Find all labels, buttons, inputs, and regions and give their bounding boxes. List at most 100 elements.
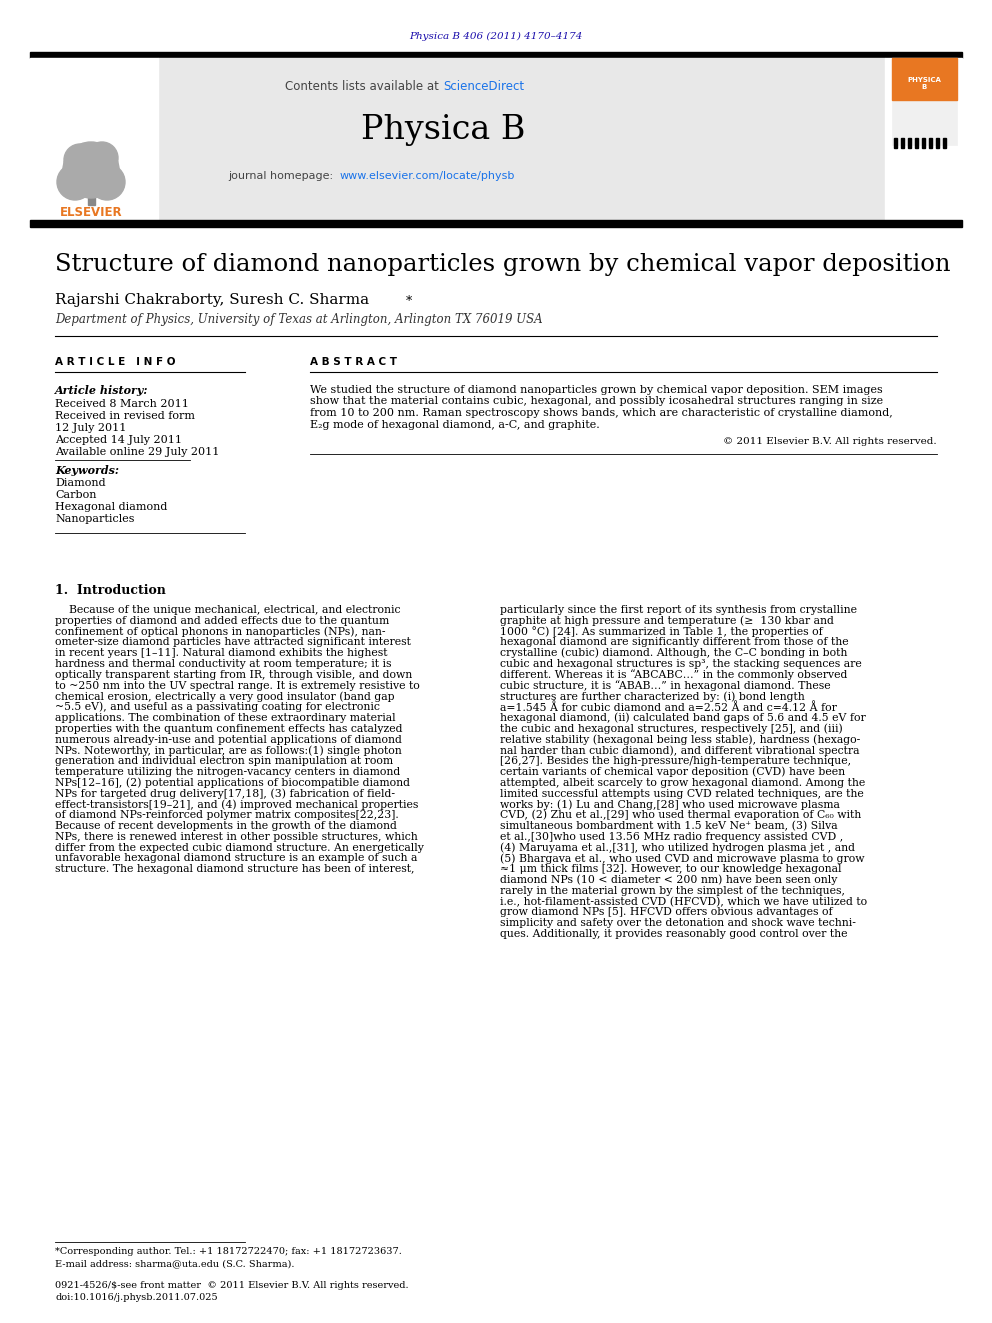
Bar	[894, 138, 897, 148]
Text: ELSEVIER: ELSEVIER	[60, 205, 122, 218]
Text: of diamond NPs-reinforced polymer matrix composites[22,23].: of diamond NPs-reinforced polymer matrix…	[55, 810, 399, 820]
Circle shape	[64, 144, 96, 176]
Text: Rajarshi Chakraborty, Suresh C. Sharma: Rajarshi Chakraborty, Suresh C. Sharma	[55, 292, 369, 307]
Text: cubic and hexagonal structures is sp³, the stacking sequences are: cubic and hexagonal structures is sp³, t…	[500, 659, 862, 669]
Text: different. Whereas it is “ABCABC…” in the commonly observed: different. Whereas it is “ABCABC…” in th…	[500, 669, 847, 680]
Text: particularly since the first report of its synthesis from crystalline: particularly since the first report of i…	[500, 605, 857, 615]
Text: applications. The combination of these extraordinary material: applications. The combination of these e…	[55, 713, 396, 722]
Text: effect-transistors[19–21], and (4) improved mechanical properties: effect-transistors[19–21], and (4) impro…	[55, 799, 419, 810]
Text: PHYSICA: PHYSICA	[907, 77, 941, 83]
Text: Available online 29 July 2011: Available online 29 July 2011	[55, 447, 219, 456]
Text: *Corresponding author. Tel.: +1 18172722470; fax: +1 18172723637.: *Corresponding author. Tel.: +1 18172722…	[55, 1248, 402, 1257]
Text: (4) Maruyama et al.,[31], who utilized hydrogen plasma jet , and: (4) Maruyama et al.,[31], who utilized h…	[500, 843, 855, 853]
Text: in recent years [1–11]. Natural diamond exhibits the highest: in recent years [1–11]. Natural diamond …	[55, 648, 388, 659]
Text: Hexagonal diamond: Hexagonal diamond	[55, 501, 168, 512]
Text: Physica B 406 (2011) 4170–4174: Physica B 406 (2011) 4170–4174	[410, 32, 582, 41]
Text: to ~250 nm into the UV spectral range. It is extremely resistive to: to ~250 nm into the UV spectral range. I…	[55, 680, 420, 691]
Text: We studied the structure of diamond nanoparticles grown by chemical vapor deposi: We studied the structure of diamond nano…	[310, 385, 883, 396]
Text: doi:10.1016/j.physb.2011.07.025: doi:10.1016/j.physb.2011.07.025	[55, 1293, 217, 1302]
Text: Received in revised form: Received in revised form	[55, 411, 195, 421]
Bar	[30, 58, 158, 220]
Text: CVD, (2) Zhu et al.,[29] who used thermal evaporation of C₆₀ with: CVD, (2) Zhu et al.,[29] who used therma…	[500, 810, 861, 820]
Text: i.e., hot-filament-assisted CVD (HFCVD), which we have utilized to: i.e., hot-filament-assisted CVD (HFCVD),…	[500, 897, 867, 906]
Text: structures are further characterized by: (i) bond length: structures are further characterized by:…	[500, 691, 805, 701]
Bar	[922, 138, 925, 148]
Text: graphite at high pressure and temperature (≥  130 kbar and: graphite at high pressure and temperatur…	[500, 615, 834, 626]
Text: NPs for targeted drug delivery[17,18], (3) fabrication of field-: NPs for targeted drug delivery[17,18], (…	[55, 789, 395, 799]
Text: nal harder than cubic diamond), and different vibrational spectra: nal harder than cubic diamond), and diff…	[500, 745, 859, 755]
Text: certain variants of chemical vapor deposition (CVD) have been: certain variants of chemical vapor depos…	[500, 767, 845, 778]
Text: © 2011 Elsevier B.V. All rights reserved.: © 2011 Elsevier B.V. All rights reserved…	[723, 438, 937, 446]
Text: relative stability (hexagonal being less stable), hardness (hexago-: relative stability (hexagonal being less…	[500, 734, 860, 745]
Text: from 10 to 200 nm. Raman spectroscopy shows bands, which are characteristic of c: from 10 to 200 nm. Raman spectroscopy sh…	[310, 407, 893, 418]
Bar	[908, 138, 911, 148]
Circle shape	[86, 142, 118, 175]
Text: Nanoparticles: Nanoparticles	[55, 515, 135, 524]
Text: unfavorable hexagonal diamond structure is an example of such a: unfavorable hexagonal diamond structure …	[55, 853, 418, 864]
Text: ≈1 μm thick films [32]. However, to our knowledge hexagonal: ≈1 μm thick films [32]. However, to our …	[500, 864, 841, 875]
Text: chemical erosion, electrically a very good insulator (band gap: chemical erosion, electrically a very go…	[55, 691, 395, 701]
Text: temperature utilizing the nitrogen-vacancy centers in diamond: temperature utilizing the nitrogen-vacan…	[55, 767, 400, 777]
Text: 12 July 2011: 12 July 2011	[55, 423, 126, 433]
Text: Physica B: Physica B	[361, 114, 525, 146]
Text: properties with the quantum confinement effects has catalyzed: properties with the quantum confinement …	[55, 724, 403, 734]
Text: Carbon: Carbon	[55, 490, 96, 500]
Text: diamond NPs (10 < diameter < 200 nm) have been seen only: diamond NPs (10 < diameter < 200 nm) hav…	[500, 875, 837, 885]
Text: 1.  Introduction: 1. Introduction	[55, 583, 166, 597]
Bar	[943, 138, 946, 148]
Text: hexagonal diamond, (ii) calculated band gaps of 5.6 and 4.5 eV for: hexagonal diamond, (ii) calculated band …	[500, 713, 866, 724]
Text: crystalline (cubic) diamond. Although, the C–C bonding in both: crystalline (cubic) diamond. Although, t…	[500, 648, 847, 659]
Circle shape	[63, 142, 119, 198]
Text: Diamond: Diamond	[55, 478, 105, 488]
Bar	[30, 220, 962, 228]
Bar	[915, 138, 918, 148]
Text: Department of Physics, University of Texas at Arlington, Arlington TX 76019 USA: Department of Physics, University of Tex…	[55, 314, 543, 327]
Bar	[88, 180, 95, 205]
Text: ~5.5 eV), and useful as a passivating coating for electronic: ~5.5 eV), and useful as a passivating co…	[55, 703, 380, 713]
Circle shape	[57, 164, 93, 200]
Bar	[929, 138, 932, 148]
Text: Because of recent developments in the growth of the diamond: Because of recent developments in the gr…	[55, 822, 397, 831]
Text: et al.,[30]who used 13.56 MHz radio frequency assisted CVD ,: et al.,[30]who used 13.56 MHz radio freq…	[500, 832, 843, 841]
Text: hardness and thermal conductivity at room temperature; it is: hardness and thermal conductivity at roo…	[55, 659, 392, 669]
Text: optically transparent starting from IR, through visible, and down: optically transparent starting from IR, …	[55, 669, 413, 680]
Text: journal homepage:: journal homepage:	[228, 171, 340, 181]
Circle shape	[89, 164, 125, 200]
Text: NPs. Noteworthy, in particular, are as follows:(1) single photon: NPs. Noteworthy, in particular, are as f…	[55, 745, 402, 755]
Text: *: *	[406, 295, 413, 308]
Text: grow diamond NPs [5]. HFCVD offers obvious advantages of: grow diamond NPs [5]. HFCVD offers obvio…	[500, 908, 832, 917]
Bar	[158, 58, 885, 220]
Bar	[892, 58, 957, 101]
Text: ques. Additionally, it provides reasonably good control over the: ques. Additionally, it provides reasonab…	[500, 929, 847, 939]
Text: differ from the expected cubic diamond structure. An energetically: differ from the expected cubic diamond s…	[55, 843, 424, 852]
Text: www.elsevier.com/locate/physb: www.elsevier.com/locate/physb	[340, 171, 516, 181]
Text: structure. The hexagonal diamond structure has been of interest,: structure. The hexagonal diamond structu…	[55, 864, 415, 875]
Text: confinement of optical phonons in nanoparticles (NPs), nan-: confinement of optical phonons in nanopa…	[55, 626, 386, 636]
Bar	[901, 138, 904, 148]
Text: E₂g mode of hexagonal diamond, a-C, and graphite.: E₂g mode of hexagonal diamond, a-C, and …	[310, 419, 600, 430]
Text: 0921-4526/$-see front matter  © 2011 Elsevier B.V. All rights reserved.: 0921-4526/$-see front matter © 2011 Else…	[55, 1281, 409, 1290]
Text: NPs, there is renewed interest in other possible structures, which: NPs, there is renewed interest in other …	[55, 832, 418, 841]
Text: properties of diamond and added effects due to the quantum: properties of diamond and added effects …	[55, 615, 389, 626]
Text: Keywords:: Keywords:	[55, 464, 119, 475]
Text: NPs[12–16], (2) potential applications of biocompatible diamond: NPs[12–16], (2) potential applications o…	[55, 778, 410, 789]
Text: simultaneous bombardment with 1.5 keV Ne⁺ beam, (3) Silva: simultaneous bombardment with 1.5 keV Ne…	[500, 820, 837, 831]
Bar	[885, 58, 962, 220]
Text: numerous already-in-use and potential applications of diamond: numerous already-in-use and potential ap…	[55, 734, 402, 745]
Text: hexagonal diamond are significantly different from those of the: hexagonal diamond are significantly diff…	[500, 638, 848, 647]
Text: (5) Bhargava et al., who used CVD and microwave plasma to grow: (5) Bhargava et al., who used CVD and mi…	[500, 853, 864, 864]
Text: Structure of diamond nanoparticles grown by chemical vapor deposition: Structure of diamond nanoparticles grown…	[55, 254, 950, 277]
Text: limited successful attempts using CVD related techniques, are the: limited successful attempts using CVD re…	[500, 789, 864, 799]
Text: Accepted 14 July 2011: Accepted 14 July 2011	[55, 435, 182, 445]
Text: the cubic and hexagonal structures, respectively [25], and (iii): the cubic and hexagonal structures, resp…	[500, 724, 843, 734]
Text: [26,27]. Besides the high-pressure/high-temperature technique,: [26,27]. Besides the high-pressure/high-…	[500, 757, 851, 766]
Text: show that the material contains cubic, hexagonal, and possibly icosahedral struc: show that the material contains cubic, h…	[310, 397, 883, 406]
Text: generation and individual electron spin manipulation at room: generation and individual electron spin …	[55, 757, 393, 766]
Text: Received 8 March 2011: Received 8 March 2011	[55, 400, 188, 409]
Text: B: B	[922, 83, 927, 90]
Bar	[936, 138, 939, 148]
Text: E-mail address: sharma@uta.edu (S.C. Sharma).: E-mail address: sharma@uta.edu (S.C. Sha…	[55, 1259, 295, 1269]
Text: cubic structure, it is “ABAB…” in hexagonal diamond. These: cubic structure, it is “ABAB…” in hexago…	[500, 680, 830, 691]
Text: works by: (1) Lu and Chang,[28] who used microwave plasma: works by: (1) Lu and Chang,[28] who used…	[500, 799, 840, 810]
Text: A R T I C L E   I N F O: A R T I C L E I N F O	[55, 357, 176, 366]
